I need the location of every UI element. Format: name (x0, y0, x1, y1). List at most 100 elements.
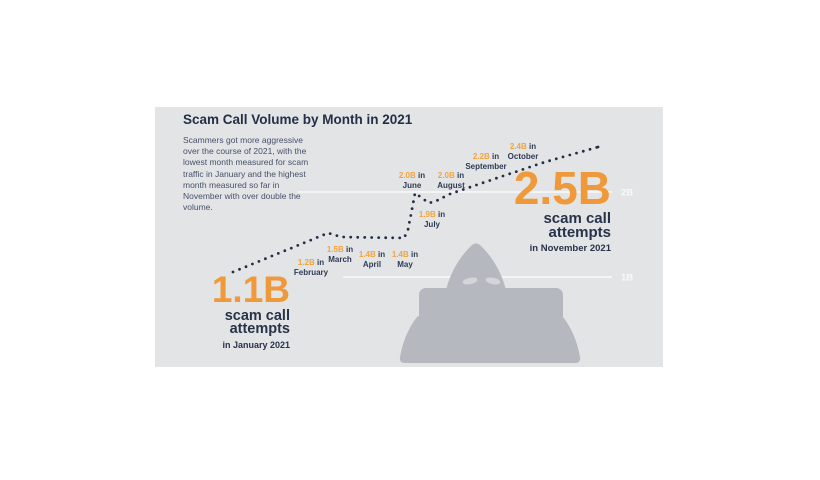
trend-dot (548, 159, 551, 163)
november-callout: 2.5B scam call attempts in November 2021 (491, 162, 611, 254)
point-month: April (362, 259, 382, 269)
november-text-line2: attempts (548, 224, 611, 241)
point-joiner: in (346, 245, 354, 254)
trend-dot (276, 252, 280, 255)
january-text-line1: scam call (224, 308, 290, 324)
point-joiner: in (317, 258, 325, 267)
trend-dot (309, 238, 313, 242)
point-value: 2.0B (398, 171, 416, 180)
point-value: 1.2B (297, 258, 315, 267)
infographic-panel: Scam Call Volume by Month in 2021 Scamme… (155, 107, 663, 367)
point-label-june: 2.0B in June (399, 171, 425, 190)
trend-dot (377, 236, 381, 240)
point-value: 1.4B (391, 250, 409, 259)
trend-dot (508, 172, 512, 176)
january-callout: 1.1B scam call attempts in January 2021 (190, 271, 290, 350)
trend-dot (384, 236, 388, 240)
trend-dot (423, 198, 427, 202)
trend-dot (356, 235, 360, 239)
trend-dot (257, 260, 261, 263)
point-value: 1.5B (326, 245, 344, 254)
trend-dot (398, 236, 402, 240)
point-joiner: in (438, 210, 446, 219)
january-text-line2: attempts (229, 321, 290, 337)
trend-dot (270, 254, 274, 258)
trend-dot (244, 265, 248, 269)
point-value: 1.9B (418, 210, 436, 219)
point-month: October (507, 151, 539, 161)
trend-dot (302, 241, 306, 245)
scammer-eye-left (462, 277, 478, 285)
trend-dot (528, 165, 531, 169)
trend-dot (588, 147, 592, 151)
trend-dot (413, 193, 417, 197)
trend-dot (264, 257, 267, 261)
trend-dot (448, 192, 452, 196)
trend-dot (495, 176, 498, 180)
trend-dot (251, 262, 254, 266)
point-joiner: in (378, 250, 386, 259)
trend-dot (581, 149, 585, 153)
trend-dot (231, 270, 235, 274)
point-joiner: in (492, 152, 500, 161)
trend-dot (561, 155, 565, 159)
trend-dot (596, 145, 600, 149)
point-label-september: 2.2B in September (465, 152, 506, 171)
trend-dot (534, 163, 538, 167)
trend-dot (442, 195, 446, 199)
trend-dot (391, 236, 395, 240)
trend-dot (554, 157, 558, 161)
trend-dot (406, 227, 410, 231)
trend-dot (575, 151, 578, 155)
trend-dot (335, 234, 339, 237)
scammer-laptop (419, 288, 563, 361)
point-label-october: 2.4B in October (508, 142, 539, 161)
trend-dot (315, 236, 319, 239)
trend-dot (475, 183, 478, 187)
point-label-february: 1.2B in February (294, 258, 328, 277)
trend-dot (322, 233, 326, 237)
scammer-eye-right (485, 277, 501, 285)
point-month: August (437, 180, 465, 190)
trend-dot (429, 201, 433, 204)
point-value: 2.4B (509, 142, 527, 151)
trend-dot (514, 170, 518, 173)
trend-dot (468, 185, 472, 189)
chart-title: Scam Call Volume by Month in 2021 (183, 112, 413, 127)
trend-dot (409, 214, 413, 217)
trend-dot (541, 161, 545, 165)
axis-tick-label: 2B (621, 188, 633, 199)
point-month: July (423, 219, 440, 229)
trend-dot (521, 168, 525, 171)
trend-dot (342, 235, 346, 239)
point-month: May (397, 259, 413, 269)
trend-dot (238, 267, 241, 271)
scam-volume-dotted-line-chart: 2B 1B (231, 145, 633, 363)
trend-dot (436, 198, 439, 202)
november-value: 2.5B (513, 162, 611, 214)
point-joiner: in (418, 171, 426, 180)
trend-dot (568, 153, 572, 157)
point-label-march: 1.5B in March (327, 245, 353, 264)
trend-dot (455, 190, 458, 194)
point-value: 2.2B (472, 152, 490, 161)
point-label-august: 2.0B in August (437, 171, 465, 190)
point-month: June (402, 180, 422, 190)
point-label-july: 1.9B in July (419, 210, 445, 229)
trend-dot (410, 207, 414, 210)
point-month: March (328, 254, 352, 264)
trend-dot (408, 220, 411, 224)
point-label-may: 1.4B in May (392, 250, 418, 269)
trend-dot (412, 200, 415, 204)
trend-dot (349, 235, 353, 239)
trend-dot (501, 174, 505, 178)
trend-dot (289, 246, 293, 250)
trend-dot (296, 244, 300, 247)
trend-dot (363, 236, 367, 239)
trend-dot (283, 249, 287, 253)
point-month: February (293, 267, 329, 277)
point-joiner: in (457, 171, 465, 180)
trend-dot (417, 194, 421, 198)
trend-dot (488, 179, 492, 182)
trend-dot (461, 188, 465, 191)
